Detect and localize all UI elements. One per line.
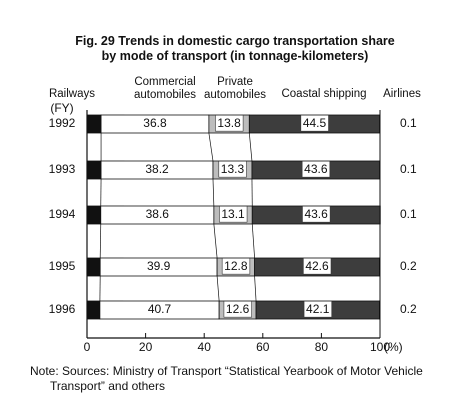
value-label: 43.6	[304, 207, 328, 221]
connector	[208, 132, 214, 162]
x-tick-label: 100	[370, 340, 390, 354]
value-label: 12.6	[226, 302, 250, 316]
label-box	[302, 205, 331, 223]
y-tick-label: 1996	[49, 302, 76, 316]
value-label: 13.3	[221, 162, 245, 176]
value-label: 39.9	[147, 259, 171, 273]
y-tick-label: 1992	[49, 116, 76, 130]
chart-title: Fig. 29 Trends in domestic cargo transpo…	[75, 34, 395, 63]
label-box	[219, 205, 248, 223]
label-box	[301, 160, 331, 178]
connector	[216, 275, 220, 302]
y-axis-label: (FY)	[50, 101, 73, 115]
label-box	[215, 114, 244, 132]
label-box	[218, 160, 247, 178]
connector	[213, 223, 218, 259]
label-box	[303, 300, 333, 318]
bar-segment	[86, 160, 102, 180]
x-tick-label: 0	[84, 340, 91, 354]
legend-label: Airlines	[383, 88, 421, 100]
bar-segment	[379, 300, 381, 320]
legend-label: Coastal shipping	[281, 88, 367, 100]
connector	[248, 132, 253, 162]
connector	[212, 178, 215, 207]
value-label: 0.2	[400, 302, 417, 316]
value-label: 0.2	[400, 259, 417, 273]
bar-segment	[86, 205, 102, 225]
value-label: 0.1	[400, 116, 417, 130]
bar-segment	[379, 257, 381, 277]
label-box	[223, 300, 252, 318]
connector	[251, 223, 255, 259]
value-label: 38.6	[146, 207, 170, 221]
connector	[254, 275, 257, 302]
bar-segment	[86, 300, 101, 320]
value-label: 38.2	[145, 162, 169, 176]
value-label: 42.1	[306, 302, 330, 316]
value-label: 36.8	[143, 116, 167, 130]
value-label: 44.5	[303, 116, 327, 130]
x-tick-label: 40	[198, 340, 212, 354]
bar-segment	[86, 114, 102, 134]
source-note: Note: Sources: Ministry of Transport “St…	[30, 364, 423, 393]
x-tick-label: 80	[315, 340, 329, 354]
connector	[99, 223, 102, 259]
value-label: 43.6	[304, 162, 328, 176]
label-box	[303, 257, 332, 275]
x-tick-label: 20	[139, 340, 153, 354]
value-label: 40.7	[148, 302, 172, 316]
bar-segment	[86, 257, 101, 277]
legend-label: Railways	[48, 88, 95, 100]
value-label: 0.1	[400, 207, 417, 221]
legend-label: Commercial automobiles	[133, 76, 196, 101]
label-box	[221, 257, 251, 275]
y-tick-label: 1994	[49, 207, 76, 221]
value-label: 13.1	[221, 207, 245, 221]
value-label: 13.8	[217, 116, 241, 130]
y-tick-label: 1995	[49, 259, 76, 273]
label-box	[300, 114, 329, 132]
y-tick-label: 1993	[49, 162, 76, 176]
value-label: 42.6	[305, 259, 329, 273]
x-tick-label: 60	[256, 340, 270, 354]
value-label: 12.8	[224, 259, 248, 273]
x-unit: (%)	[384, 340, 403, 354]
legend-label: Private automobiles	[203, 76, 266, 101]
value-label: 0.1	[400, 162, 417, 176]
